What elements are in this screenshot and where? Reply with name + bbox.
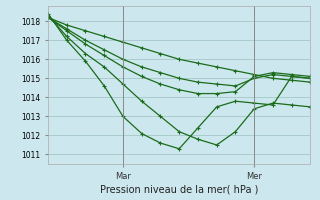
X-axis label: Pression niveau de la mer( hPa ): Pression niveau de la mer( hPa ) <box>100 185 258 195</box>
